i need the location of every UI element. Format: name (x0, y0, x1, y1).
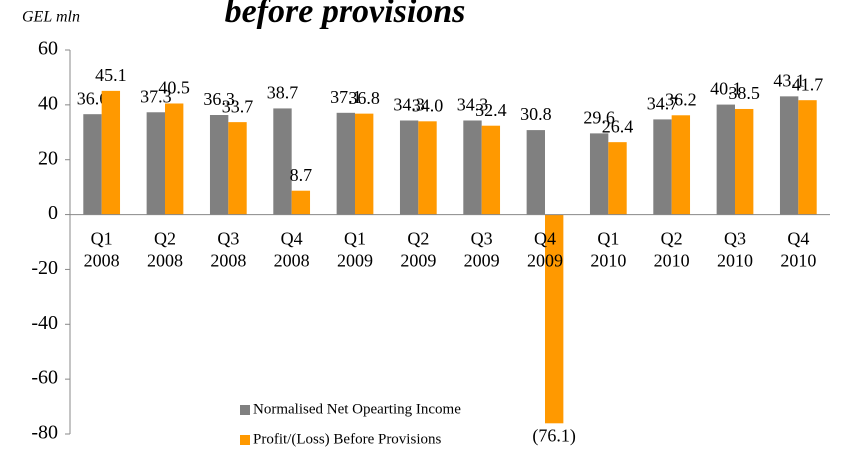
y-axis-label: GEL mln (22, 9, 80, 26)
bar (336, 112, 355, 215)
value-label: 36.6 (77, 88, 109, 108)
bar (399, 120, 419, 215)
x-tick-label: Q2 2008 (147, 229, 183, 271)
value-label: 34.7 (647, 94, 679, 114)
value-label: 37.1 (330, 87, 362, 107)
value-label: 38.7 (267, 83, 299, 103)
value-label: 29.6 (583, 108, 615, 128)
x-tick-label: Q4 2008 (274, 229, 310, 271)
y-tick-label: -80 (31, 422, 58, 444)
y-tick-label: 20 (38, 147, 58, 169)
legend-label: Normalised Net Opearting Income (253, 401, 461, 417)
value-label: 26.4 (602, 116, 634, 136)
value-label: 45.1 (95, 65, 127, 85)
value-label: 36.2 (665, 89, 697, 109)
value-label: 43.1 (773, 70, 805, 90)
value-label: 41.7 (792, 74, 824, 94)
bar (779, 96, 799, 215)
x-tick-label: Q1 2010 (590, 229, 626, 271)
bar (608, 142, 627, 215)
value-label: 34.3 (393, 95, 425, 115)
x-tick-label: Q1 2008 (84, 229, 120, 271)
bar (418, 121, 437, 215)
chart-title: before provisions (225, 0, 466, 30)
value-label: 36.8 (348, 88, 380, 108)
bar (291, 190, 311, 215)
bar (273, 108, 292, 215)
value-label: 36.3 (203, 89, 235, 109)
bar (463, 120, 482, 215)
bar (481, 125, 501, 215)
x-tick-label: Q1 2009 (337, 229, 373, 271)
x-tick-label: Q2 2010 (654, 229, 690, 271)
bar (589, 133, 609, 215)
bar (735, 108, 754, 215)
bar (671, 115, 691, 215)
value-label: 38.5 (728, 83, 760, 103)
x-tick-label: Q3 2008 (210, 229, 246, 271)
y-tick-label: -20 (31, 257, 58, 279)
value-label: 34.0 (412, 95, 444, 115)
value-label: 40.5 (158, 78, 190, 98)
bar (146, 112, 165, 215)
y-tick-label: -40 (31, 312, 58, 334)
legend-swatch (240, 435, 250, 445)
bar (716, 104, 735, 215)
x-tick-label: Q3 2010 (717, 229, 753, 271)
x-tick-label: Q3 2009 (464, 229, 500, 271)
y-tick-label: 0 (48, 202, 58, 224)
bar (165, 103, 184, 215)
y-tick-label: -60 (31, 367, 58, 389)
value-label: 37.3 (140, 86, 172, 106)
bar (355, 113, 374, 215)
x-tick-label: Q4 2009 (527, 229, 563, 271)
value-label: 40.1 (710, 79, 742, 99)
value-label: 8.7 (290, 165, 313, 185)
value-label: (76.1) (532, 425, 576, 446)
bar (798, 100, 817, 215)
bar (545, 214, 564, 424)
y-tick-label: 60 (38, 38, 58, 60)
value-label: 32.4 (475, 100, 507, 120)
value-label: 33.7 (222, 96, 254, 116)
bar (228, 122, 247, 215)
bar (83, 114, 102, 215)
x-tick-label: Q4 2010 (780, 229, 816, 271)
y-tick-label: 40 (38, 92, 58, 114)
bar (101, 90, 121, 215)
legend-swatch (240, 405, 250, 415)
bar (209, 115, 229, 215)
bar (526, 130, 545, 215)
legend-label: Profit/(Loss) Before Provisions (253, 431, 441, 447)
value-label: 30.8 (520, 104, 552, 124)
bar (653, 119, 672, 215)
x-tick-label: Q2 2009 (400, 229, 436, 271)
value-label: 34.3 (457, 95, 489, 115)
